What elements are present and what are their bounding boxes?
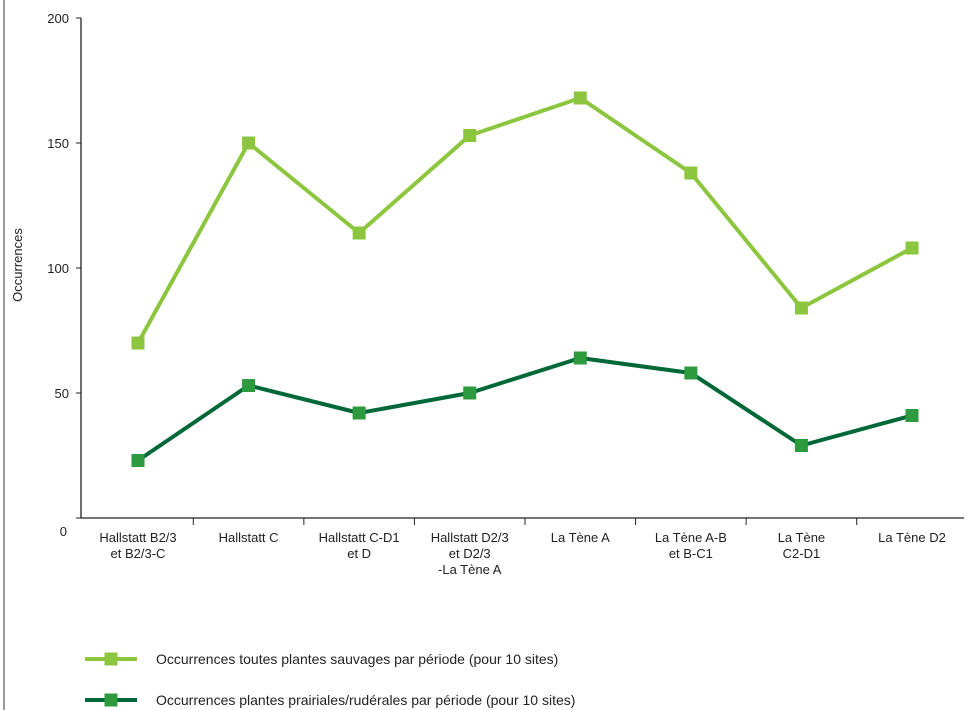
series-2-point (463, 386, 477, 400)
x-tick-label-line: Hallstatt C-D1 (319, 530, 400, 545)
y-tick-label: 150 (47, 136, 69, 151)
series-line-1 (136, 96, 913, 344)
x-tick-label-line: La Tène A (551, 530, 610, 545)
x-tick-label: La Tène D2 (878, 530, 946, 545)
axes (80, 18, 964, 519)
x-tick-label: Hallstatt D2/3 et D2/3 -La Tène A (431, 530, 509, 577)
x-tick-label-line: Hallstatt B2/3 (99, 530, 176, 545)
x-tick-label: La Tène C2-D1 (778, 530, 825, 561)
series-2-point (905, 409, 919, 422)
x-tick-label-line: et B2/3-C (111, 546, 166, 561)
series-1-point (242, 136, 256, 150)
series-1-point (794, 301, 808, 315)
x-tick-label-line: Hallstatt D2/3 (431, 530, 509, 545)
y-tick-label: 0 (60, 524, 67, 539)
x-tick-label-line: -La Tène A (438, 562, 502, 577)
series-2-point (352, 406, 366, 420)
series-layer (131, 91, 919, 467)
x-tick-label: Hallstatt C (219, 530, 279, 545)
x-tick-label: La Tène A-B et B-C1 (655, 530, 727, 561)
y-tick-label: 200 (47, 11, 69, 26)
y-axis-title: Occurrences (10, 228, 25, 302)
y-tick-label: 50 (55, 386, 69, 401)
series-2-point (573, 351, 587, 365)
y-axis-ticks: 0 50 100 150 200 (47, 11, 81, 539)
series-1-point (131, 336, 145, 350)
legend: Occurrences toutes plantes sauvages par … (85, 651, 575, 708)
x-tick-label-line: C2-D1 (783, 546, 821, 561)
y-tick-label: 100 (47, 261, 69, 276)
series-line-2 (136, 356, 913, 463)
series-1-point (905, 241, 919, 255)
x-tick-label-line: et D2/3 (449, 546, 491, 561)
series-2-point (684, 366, 698, 380)
x-tick-label-line: et B-C1 (669, 546, 713, 561)
series-2-point (242, 379, 256, 392)
legend-label: Occurrences toutes plantes sauvages par … (156, 651, 558, 667)
legend-swatch-marker (104, 652, 118, 666)
series-2-point (794, 439, 808, 452)
x-tick-label-line: et D (347, 546, 371, 561)
legend-label: Occurrences plantes prairiales/rudérales… (156, 692, 575, 708)
legend-swatch-marker (104, 693, 118, 707)
series-1-point (352, 226, 366, 240)
series-1-point (573, 91, 587, 105)
x-tick-label-line: Hallstatt C (219, 530, 279, 545)
x-tick-label-line: La Tène A-B (655, 530, 727, 545)
x-tick-label: Hallstatt B2/3 et B2/3-C (99, 530, 176, 561)
x-tick-label-line: La Tène (778, 530, 825, 545)
x-tick-label: Hallstatt C-D1 et D (319, 530, 400, 561)
series-2-point (131, 454, 145, 467)
x-axis-ticks: Hallstatt B2/3 et B2/3-C Hallstatt C Hallst… (99, 518, 946, 577)
x-tick-label-line: La Tène D2 (878, 530, 946, 545)
series-1-point (684, 166, 698, 180)
series-1-point (463, 129, 477, 142)
x-tick-label: La Tène A (551, 530, 610, 545)
